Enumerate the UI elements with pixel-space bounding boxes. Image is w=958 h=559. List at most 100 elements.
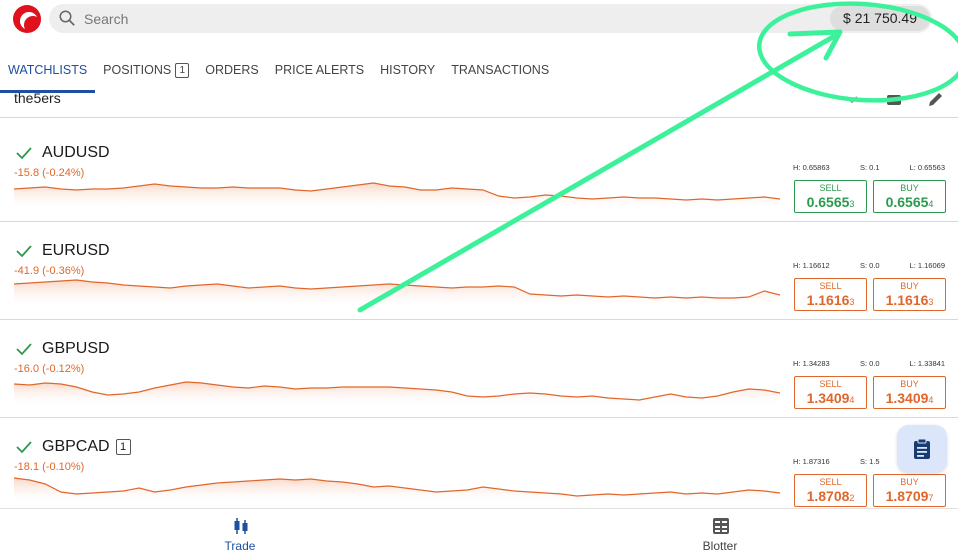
sell-price-pip: 3: [849, 297, 855, 307]
positions-count-badge: 1: [175, 63, 190, 78]
tab-label: POSITIONS: [103, 63, 172, 77]
buy-price: 1.16163: [874, 292, 945, 308]
buy-price-pip: 4: [928, 395, 934, 405]
spread: S: 0.0: [860, 359, 880, 368]
sell-label: SELL: [819, 183, 842, 193]
check-icon: [16, 245, 32, 258]
price-sparkline: [14, 182, 780, 210]
tab-label: TRANSACTIONS: [451, 63, 550, 77]
watchlist-selector[interactable]: the5ers: [0, 90, 958, 118]
nav-label: Trade: [224, 539, 256, 553]
app-logo-icon[interactable]: [13, 5, 41, 33]
buy-button[interactable]: BUY 1.34094: [873, 376, 946, 409]
search-bar[interactable]: [49, 4, 932, 33]
instrument-row-eurusd[interactable]: EURUSD -41.9 (-0.36%) H: 1.16612 S: 0.0 …: [0, 222, 958, 320]
search-icon: [59, 10, 75, 26]
buy-label: BUY: [900, 379, 919, 389]
buy-price-main: 1.3409: [885, 390, 929, 406]
spread: S: 1.5: [860, 457, 880, 466]
tab-label: WATCHLISTS: [8, 63, 88, 77]
sync-icon[interactable]: [885, 92, 903, 108]
check-icon: [16, 441, 32, 454]
buy-label: BUY: [900, 477, 919, 487]
buy-price: 1.87097: [874, 488, 945, 504]
check-icon: [16, 147, 32, 160]
nav-label: Blotter: [702, 539, 738, 553]
tab-label: HISTORY: [380, 63, 436, 77]
symbol-text: AUDUSD: [42, 144, 110, 161]
sell-price-pip: 4: [849, 395, 855, 405]
spread: S: 0.1: [860, 163, 880, 172]
nav-trade[interactable]: Trade: [180, 509, 300, 559]
chevron-down-icon[interactable]: [843, 92, 861, 108]
clipboard-icon: [914, 438, 930, 459]
price-sparkline: [14, 381, 780, 406]
watchlist-name: the5ers: [14, 90, 61, 106]
high-price: H: 1.16612: [793, 261, 830, 270]
order-ticket-button[interactable]: [897, 425, 947, 473]
buy-price: 0.65654: [874, 194, 945, 210]
sell-button[interactable]: SELL 0.65653: [794, 180, 867, 213]
instrument-symbol: GBPCAD 1: [42, 438, 131, 456]
tab-history[interactable]: HISTORY: [372, 52, 443, 92]
account-balance[interactable]: $ 21 750.49: [830, 6, 930, 31]
buy-label: BUY: [900, 281, 919, 291]
sparkline-area: [14, 478, 780, 504]
price-change: -41.9 (-0.36%): [14, 265, 85, 277]
sell-price: 1.34094: [795, 390, 866, 406]
price-change: -18.1 (-0.10%): [14, 461, 85, 473]
instrument-row-audusd[interactable]: AUDUSD -15.8 (-0.24%) H: 0.65863 S: 0.1 …: [0, 124, 958, 222]
tab-watchlists[interactable]: WATCHLISTS: [0, 52, 96, 93]
price-sparkline: [14, 279, 780, 308]
sell-button[interactable]: SELL 1.34094: [794, 376, 867, 409]
sell-price-pip: 3: [849, 199, 855, 209]
buy-price-main: 1.1616: [885, 292, 929, 308]
price-change: -15.8 (-0.24%): [14, 167, 85, 179]
symbol-text: EURUSD: [42, 242, 110, 259]
sell-price-main: 1.3409: [806, 390, 850, 406]
instrument-row-gbpusd[interactable]: GBPUSD -16.0 (-0.12%) H: 1.34283 S: 0.0 …: [0, 320, 958, 418]
bottom-nav: Trade Blotter: [0, 508, 958, 559]
instrument-row-gbpcad[interactable]: GBPCAD 1 -18.1 (-0.10%) H: 1.87316 S: 1.5…: [0, 418, 958, 516]
position-count-badge: 1: [115, 439, 131, 455]
tab-positions[interactable]: POSITIONS 1: [95, 52, 197, 92]
symbol-text: GBPCAD: [42, 438, 110, 455]
candlestick-icon: [234, 518, 248, 534]
high-price: H: 0.65863: [793, 163, 830, 172]
buy-button[interactable]: BUY 0.65654: [873, 180, 946, 213]
price-change: -16.0 (-0.12%): [14, 363, 85, 375]
sell-button[interactable]: SELL 1.87082: [794, 474, 867, 507]
buy-button[interactable]: BUY 1.87097: [873, 474, 946, 507]
sell-price-main: 1.8708: [806, 488, 850, 504]
main-tabs: WATCHLISTS POSITIONS 1 ORDERS PRICE ALERT…: [0, 52, 958, 94]
tab-label: ORDERS: [205, 63, 259, 77]
sparkline-line: [14, 477, 780, 497]
low-price: L: 0.65563: [909, 163, 945, 172]
instrument-symbol: AUDUSD: [42, 144, 110, 162]
sell-button[interactable]: SELL 1.16163: [794, 278, 867, 311]
sell-label: SELL: [819, 281, 842, 291]
nav-blotter[interactable]: Blotter: [660, 509, 780, 559]
tab-transactions[interactable]: TRANSACTIONS: [443, 52, 557, 92]
high-price: H: 1.87316: [793, 457, 830, 466]
sell-price: 0.65653: [795, 194, 866, 210]
blotter-icon: [713, 518, 729, 534]
price-sparkline: [14, 477, 780, 504]
buy-button[interactable]: BUY 1.16163: [873, 278, 946, 311]
sell-price: 1.16163: [795, 292, 866, 308]
buy-price-main: 1.8709: [885, 488, 929, 504]
tab-price-alerts[interactable]: PRICE ALERTS: [267, 52, 372, 92]
tab-orders[interactable]: ORDERS: [197, 52, 266, 92]
edit-icon[interactable]: [926, 92, 944, 108]
sell-label: SELL: [819, 477, 842, 487]
sell-price-main: 1.1616: [806, 292, 850, 308]
sparkline-line: [14, 381, 780, 401]
buy-price-pip: 3: [928, 297, 934, 307]
instrument-symbol: GBPUSD: [42, 340, 110, 358]
spread: S: 0.0: [860, 261, 880, 270]
sell-price-pip: 2: [849, 493, 855, 503]
buy-price-pip: 4: [928, 199, 934, 209]
search-input[interactable]: [84, 4, 684, 33]
check-icon: [16, 343, 32, 356]
sparkline-area: [14, 382, 780, 406]
